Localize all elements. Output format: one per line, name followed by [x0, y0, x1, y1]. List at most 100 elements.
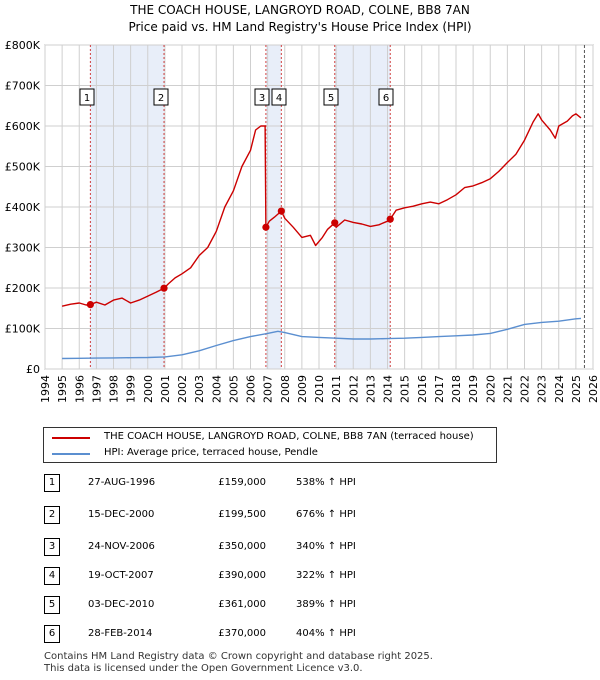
sale-label-number: 4	[276, 93, 282, 104]
x-tick-label: 2004	[210, 375, 223, 403]
sale-row: 6 28-FEB-2014 £370,000 404% ↑ HPI	[0, 625, 600, 645]
sale-row: 1 27-AUG-1996 £159,000 538% ↑ HPI	[0, 474, 600, 494]
y-tick-label: £700K	[5, 80, 41, 93]
sale-label-number: 5	[328, 93, 334, 104]
x-tick-label: 2009	[296, 375, 309, 403]
sale-label-box	[79, 88, 95, 106]
sale-hpi-change: 322% ↑ HPI	[296, 570, 356, 581]
sale-date: 27-AUG-1996	[88, 477, 156, 488]
x-tick-label: 2025	[570, 375, 583, 403]
sale-price: £159,000	[218, 477, 266, 488]
y-tick-label: £600K	[5, 120, 41, 133]
series-line-property	[61, 113, 582, 307]
sale-hpi-change: 404% ↑ HPI	[296, 628, 356, 639]
x-tick-label: 2017	[433, 375, 446, 403]
sale-price: £350,000	[218, 541, 266, 552]
x-tick-label: 2014	[382, 375, 395, 403]
sale-number-badge: 6	[44, 625, 60, 643]
sale-date: 03-DEC-2010	[88, 599, 155, 610]
price-chart: £0 £100K £200K £300K £400K £500K £600K £700K £80…	[5, 39, 600, 403]
y-tick-label: £100K	[5, 323, 41, 336]
sale-hpi-change: 389% ↑ HPI	[296, 599, 356, 610]
x-tick-label: 2024	[553, 375, 566, 403]
sale-row: 2 15-DEC-2000 £199,500 676% ↑ HPI	[0, 506, 600, 526]
x-tick-label: 2015	[399, 375, 412, 403]
x-tick-label: 1995	[56, 375, 69, 403]
sale-point	[86, 301, 94, 309]
sale-number-badge: 3	[44, 538, 60, 556]
sale-label-number: 3	[259, 93, 265, 104]
sale-label-number: 6	[383, 93, 389, 104]
x-tick-label: 2013	[364, 375, 377, 403]
x-tick-label: 2007	[262, 375, 275, 403]
x-tick-label: 2016	[416, 375, 429, 403]
y-tick-label: £200K	[5, 282, 41, 295]
chart-legend: THE COACH HOUSE, LANGROYD ROAD, COLNE, B…	[43, 427, 497, 463]
x-tick-label: 2026	[587, 375, 600, 403]
x-tick-label: 1999	[125, 375, 138, 403]
legend-label-hpi: HPI: Average price, terraced house, Pend…	[104, 447, 318, 458]
chart-title-line2: Price paid vs. HM Land Registry's House …	[128, 20, 472, 34]
x-tick-label: 2023	[536, 375, 549, 403]
sale-point	[160, 284, 168, 292]
sale-label-number: 1	[84, 93, 90, 104]
sale-number-badge: 2	[44, 506, 60, 524]
x-tick-label: 2019	[467, 375, 480, 403]
x-tick-label: 2008	[279, 375, 292, 403]
x-tick-label: 1994	[39, 375, 52, 403]
sale-row: 4 19-OCT-2007 £390,000 322% ↑ HPI	[0, 567, 600, 587]
sale-price: £361,000	[218, 599, 266, 610]
x-tick-label: 1998	[108, 375, 121, 403]
sale-price: £370,000	[218, 628, 266, 639]
sale-date: 15-DEC-2000	[88, 509, 155, 520]
y-tick-label: £800K	[5, 39, 41, 52]
legend-label-property: THE COACH HOUSE, LANGROYD ROAD, COLNE, B…	[104, 431, 474, 442]
sale-row: 5 03-DEC-2010 £361,000 389% ↑ HPI	[0, 596, 600, 616]
sale-label-number: 2	[158, 93, 164, 104]
sale-number-badge: 1	[44, 474, 60, 492]
series-line-hpi	[62, 317, 582, 360]
x-tick-label: 1996	[73, 375, 86, 403]
x-tick-label: 2012	[347, 375, 360, 403]
sale-point	[386, 215, 394, 223]
sale-point	[262, 223, 270, 231]
sale-row: 3 24-NOV-2006 £350,000 340% ↑ HPI	[0, 538, 600, 558]
y-tick-label: £300K	[5, 242, 41, 255]
x-tick-label: 2022	[519, 375, 532, 403]
x-tick-label: 2005	[227, 375, 240, 403]
sale-label-box	[153, 88, 169, 106]
sale-point	[277, 207, 285, 215]
footer-license: This data is licensed under the Open Gov…	[44, 663, 363, 674]
sale-hpi-change: 538% ↑ HPI	[296, 477, 356, 488]
sale-label-box	[323, 88, 339, 106]
x-tick-label: 2006	[245, 375, 258, 403]
x-tick-label: 1997	[90, 375, 103, 403]
x-tick-label: 2020	[484, 375, 497, 403]
x-tick-label: 2018	[450, 375, 463, 403]
sale-hpi-change: 340% ↑ HPI	[296, 541, 356, 552]
sale-number-badge: 4	[44, 567, 60, 585]
sale-label-box	[378, 88, 394, 106]
sale-date: 24-NOV-2006	[88, 541, 155, 552]
sale-price: £390,000	[218, 570, 266, 581]
y-tick-label: £0	[26, 363, 40, 376]
y-tick-label: £500K	[5, 161, 41, 174]
sale-date: 19-OCT-2007	[88, 570, 154, 581]
x-tick-label: 2002	[176, 375, 189, 403]
sale-label-box	[271, 88, 287, 106]
chart-title-line1: THE COACH HOUSE, LANGROYD ROAD, COLNE, B…	[130, 3, 470, 17]
sale-price: £199,500	[218, 509, 266, 520]
x-tick-label: 2003	[193, 375, 206, 403]
y-tick-label: £400K	[5, 201, 41, 214]
sale-number-badge: 5	[44, 596, 60, 614]
sale-point	[331, 219, 339, 227]
x-tick-label: 2001	[159, 375, 172, 403]
x-tick-label: 2000	[142, 375, 155, 403]
x-tick-label: 2011	[330, 375, 343, 403]
legend-swatch-property	[52, 437, 90, 439]
x-tick-label: 2010	[313, 375, 326, 403]
sale-label-box	[254, 88, 270, 106]
sale-date: 28-FEB-2014	[88, 628, 153, 639]
footer-copyright: Contains HM Land Registry data © Crown c…	[44, 651, 433, 662]
legend-swatch-hpi	[52, 453, 90, 455]
